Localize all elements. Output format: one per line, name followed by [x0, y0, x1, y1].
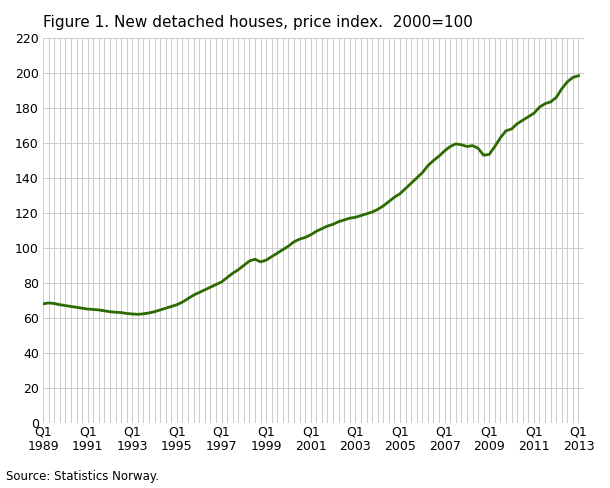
Text: Figure 1. New detached houses, price index.  2000=100: Figure 1. New detached houses, price ind… — [43, 15, 473, 30]
Text: Source: Statistics Norway.: Source: Statistics Norway. — [6, 470, 159, 483]
